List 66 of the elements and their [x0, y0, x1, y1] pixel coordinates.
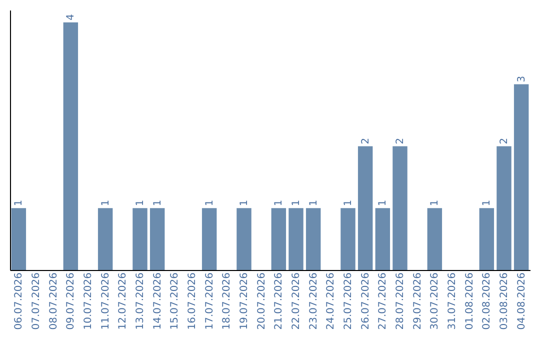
x-tick-label: 29.07.2026	[412, 272, 424, 330]
data-label: 3	[516, 76, 528, 82]
data-label: 1	[14, 200, 25, 206]
x-tick-label: 06.07.2026	[14, 272, 25, 330]
x-tick-label: 25.07.2026	[343, 272, 354, 330]
x-tick-label: 14.07.2026	[152, 272, 164, 330]
bar	[340, 208, 356, 270]
x-tick-label: 28.07.2026	[395, 272, 406, 330]
x-tick-label: 24.07.2026	[326, 272, 337, 330]
x-tick-label: 20.07.2026	[256, 272, 268, 330]
data-label: 2	[499, 138, 510, 144]
x-tick-label: 21.07.2026	[274, 272, 285, 330]
bar	[496, 146, 512, 270]
bar	[427, 208, 442, 270]
x-tick-label: 19.07.2026	[239, 272, 250, 330]
bar	[202, 208, 217, 270]
bar	[132, 208, 148, 270]
x-tick-label: 22.07.2026	[291, 272, 302, 330]
bar	[375, 208, 390, 270]
data-label: 4	[66, 14, 77, 20]
data-label: 1	[343, 200, 354, 206]
bar	[236, 208, 252, 270]
data-label: 1	[135, 200, 146, 206]
x-tick-label: 13.07.2026	[135, 272, 146, 330]
data-label: 2	[395, 138, 406, 144]
x-tick-label: 09.07.2026	[66, 272, 77, 330]
x-tick-label: 10.07.2026	[83, 272, 94, 330]
bar	[63, 22, 78, 270]
x-tick-label: 08.07.2026	[48, 272, 60, 330]
bar	[271, 208, 286, 270]
bar	[358, 146, 373, 270]
bar	[306, 208, 321, 270]
x-tick-label: 16.07.2026	[187, 272, 198, 330]
x-tick-label: 30.07.2026	[430, 272, 441, 330]
x-tick-label: 04.08.2026	[516, 272, 528, 330]
x-tick-label: 11.07.2026	[100, 272, 112, 330]
data-label: 1	[204, 200, 216, 206]
bar	[392, 146, 408, 270]
x-tick-label: 15.07.2026	[170, 272, 181, 330]
data-label: 1	[482, 200, 493, 206]
data-label: 1	[239, 200, 250, 206]
x-tick-label: 27.07.2026	[378, 272, 389, 330]
data-label: 1	[152, 200, 164, 206]
bar	[98, 208, 113, 270]
bar	[514, 84, 529, 270]
data-label: 1	[308, 200, 320, 206]
x-tick-label: 17.07.2026	[204, 272, 216, 330]
data-label: 2	[360, 138, 372, 144]
bar	[150, 208, 165, 270]
x-tick-label: 26.07.2026	[360, 272, 372, 330]
data-label: 1	[378, 200, 389, 206]
x-tick-label: 03.08.2026	[499, 272, 510, 330]
bar	[11, 208, 26, 270]
x-tick-label: 02.08.2026	[482, 272, 493, 330]
x-tick-label: 01.08.2026	[464, 272, 476, 330]
bar	[288, 208, 304, 270]
data-label: 1	[430, 200, 441, 206]
data-label: 1	[291, 200, 302, 206]
bar	[479, 208, 494, 270]
data-label: 1	[274, 200, 285, 206]
x-tick-label: 31.07.2026	[447, 272, 458, 330]
data-label: 1	[100, 200, 112, 206]
x-tick-label: 12.07.2026	[118, 272, 129, 330]
x-tick-label: 07.07.2026	[31, 272, 42, 330]
x-tick-label: 23.07.2026	[308, 272, 320, 330]
x-tick-label: 18.07.2026	[222, 272, 233, 330]
